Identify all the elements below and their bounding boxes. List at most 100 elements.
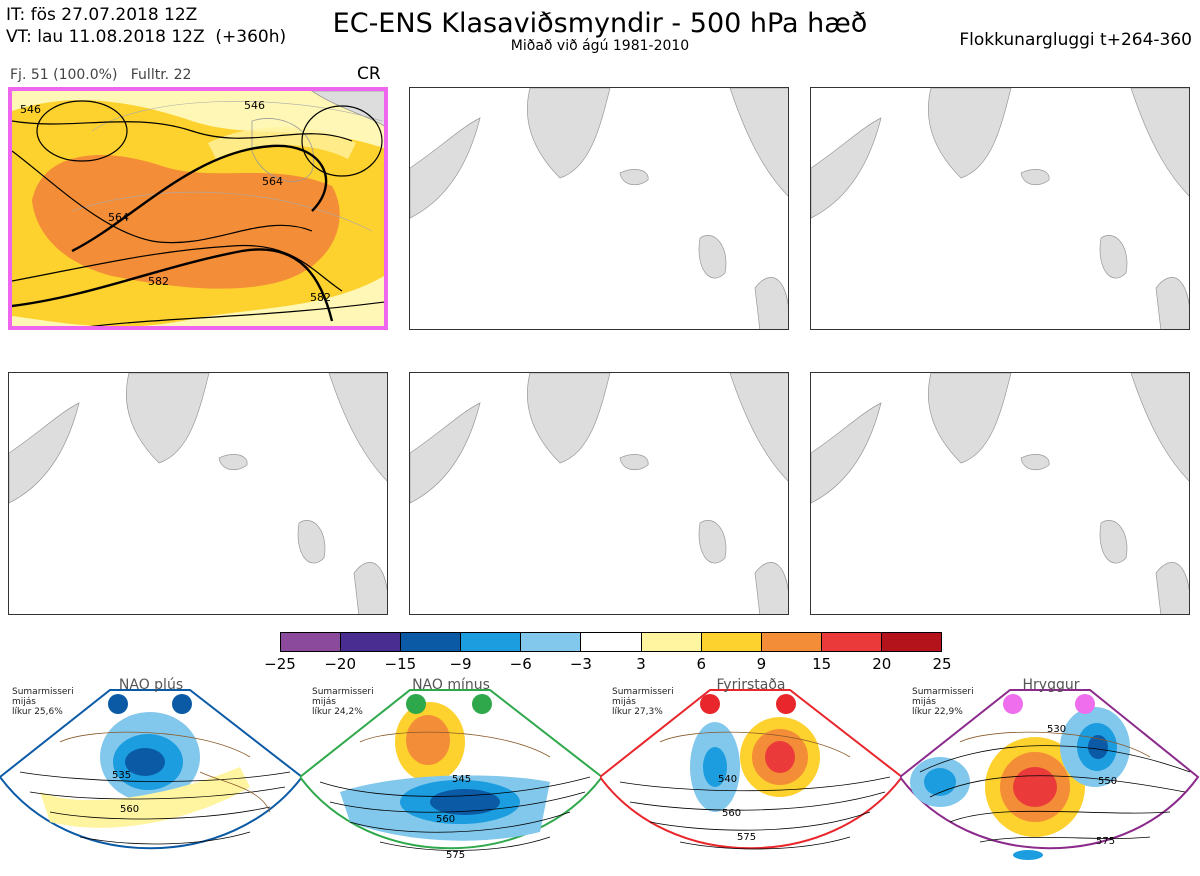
contour-line xyxy=(12,150,313,244)
coastline xyxy=(959,731,1151,758)
contour-line-bold xyxy=(12,248,334,322)
anomaly-colorbar xyxy=(280,632,942,652)
regime-dot xyxy=(1003,694,1023,714)
land-iceland xyxy=(218,454,248,471)
regime-note: Sumarmisseri mijás líkur 27,3% xyxy=(612,687,674,717)
contour-label: 546 xyxy=(20,103,41,116)
land-europe xyxy=(1155,562,1189,614)
panel1-map: 546 546 564 564 582 582 xyxy=(12,91,384,326)
regime-dot xyxy=(1075,694,1095,714)
land-europe xyxy=(1155,277,1189,329)
land-baffin xyxy=(811,117,882,219)
anomaly-blob xyxy=(125,748,165,776)
regime-dot xyxy=(472,694,492,714)
regime-dot xyxy=(776,694,796,714)
land-britain xyxy=(297,520,326,564)
land-britain xyxy=(698,235,727,279)
contour-line-bold xyxy=(71,144,328,253)
contour-label: 550 xyxy=(1098,776,1117,787)
map-panel-6[interactable] xyxy=(810,372,1190,615)
empty-map xyxy=(410,373,788,614)
contour-low xyxy=(301,105,383,177)
colorbar-tick-label: −6 xyxy=(509,655,532,673)
page-title: EC-ENS Klasaviðsmyndir - 500 hPa hæð xyxy=(332,8,868,39)
contour-line xyxy=(349,811,571,833)
header-times: IT: fös 27.07.2018 12Z VT: lau 11.08.201… xyxy=(6,4,286,48)
land-greenland xyxy=(927,88,1012,179)
land-britain xyxy=(1099,235,1128,279)
land-iceland xyxy=(619,169,649,186)
colorbar-swatch xyxy=(821,633,882,651)
colorbar-swatch xyxy=(281,633,342,651)
colorbar-swatch xyxy=(701,633,762,651)
regime-dot xyxy=(172,694,192,714)
regime-fan-map: 535 560 xyxy=(0,689,304,850)
contour-line xyxy=(79,831,251,845)
colorbar-swatch xyxy=(401,633,462,651)
contour-label: 530 xyxy=(1047,724,1066,735)
contour-label: 582 xyxy=(310,291,331,304)
contour-label: 560 xyxy=(722,808,741,819)
contour-low xyxy=(36,100,128,162)
colorbar-swatch xyxy=(581,633,642,651)
regime-name: NAO mínus xyxy=(412,677,490,693)
land-britain xyxy=(1099,520,1128,564)
colorbar-tick-label: −3 xyxy=(569,655,592,673)
anomaly-field-9 xyxy=(32,155,340,289)
map-panel-5[interactable] xyxy=(409,372,789,615)
contour-label: 564 xyxy=(262,175,283,188)
colorbar-tick-label: 25 xyxy=(932,655,952,673)
map-panel-2[interactable] xyxy=(409,87,789,330)
land-iceland xyxy=(1020,169,1050,186)
colorbar-tick-label: −9 xyxy=(449,655,472,673)
empty-map xyxy=(410,88,788,329)
colorbar-tick-label: 9 xyxy=(756,655,767,673)
contour-line xyxy=(629,791,886,811)
classification-window: Flokkunargluggi t+264-360 xyxy=(959,30,1192,50)
contour-label: 575 xyxy=(446,850,465,861)
contour-line xyxy=(329,791,586,813)
colorbar-tick-label: −25 xyxy=(264,655,296,673)
anomaly-blob xyxy=(430,789,500,815)
land-greenland xyxy=(125,373,210,464)
land-britain xyxy=(698,520,727,564)
colorbar-swatch xyxy=(461,633,522,651)
contour-line xyxy=(929,775,1186,798)
contour-line xyxy=(979,836,1151,843)
contour-line xyxy=(949,810,1171,823)
contour-line xyxy=(12,120,353,142)
coastline xyxy=(359,731,551,758)
colorbar-swatch xyxy=(761,633,822,651)
map-panel-1[interactable]: 546 546 564 564 582 582 xyxy=(8,87,388,330)
regime-note: Sumarmisseri mijás líkur 24,2% xyxy=(312,687,374,717)
empty-map xyxy=(811,88,1189,329)
regime-nao-minus: 545 560 575 NAO mínus Sumarmisseri mijás… xyxy=(298,672,604,872)
colorbar-tick-label: −20 xyxy=(324,655,356,673)
regime-dot xyxy=(108,694,128,714)
colorbar-tick-label: 3 xyxy=(636,655,646,673)
anomaly-blob xyxy=(1088,735,1108,759)
regime-fan-map: 530 550 575 xyxy=(898,689,1200,860)
contour-label: 546 xyxy=(244,99,265,112)
anomaly-blob xyxy=(924,768,956,796)
contour-label: 560 xyxy=(436,814,455,825)
land-europe xyxy=(754,277,788,329)
contour-line xyxy=(29,786,286,800)
land-scandinavia xyxy=(1130,373,1189,482)
land-europe xyxy=(754,562,788,614)
anomaly-blob xyxy=(765,741,795,773)
regime-fan-map: 545 560 575 xyxy=(298,689,604,861)
land-scandinavia xyxy=(1130,88,1189,197)
regime-name: Fyrirstaða xyxy=(716,677,786,693)
contour-label: 575 xyxy=(1096,836,1115,847)
contour-line xyxy=(379,836,551,851)
colorbar-swatch xyxy=(641,633,702,651)
colorbar-tick-label: 15 xyxy=(812,655,832,673)
page-subtitle: Miðað við ágú 1981-2010 xyxy=(510,38,690,54)
regime-name: NAO plús xyxy=(118,677,184,693)
map-panel-3[interactable] xyxy=(810,87,1190,330)
empty-map xyxy=(9,373,387,614)
map-panel-4[interactable] xyxy=(8,372,388,615)
valid-time: VT: lau 11.08.2018 12Z (+360h) xyxy=(6,27,287,47)
parallel xyxy=(71,191,373,232)
